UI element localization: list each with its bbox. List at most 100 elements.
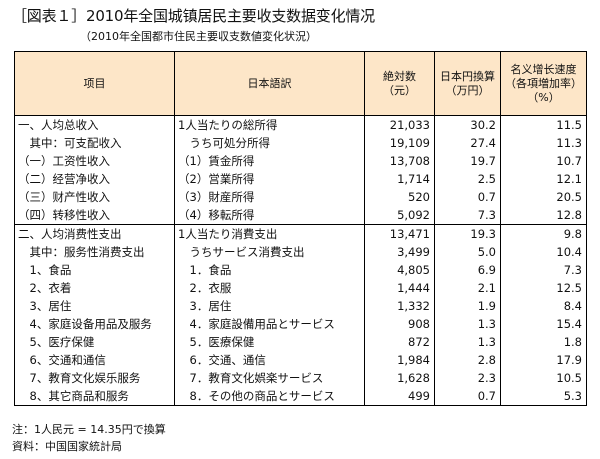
cell-item: 一、人均总收入 (14, 115, 175, 134)
header-item: 项目 (14, 51, 175, 116)
cell-item: 6、交通和通信 (14, 351, 175, 369)
income-expenditure-table: 项目 日本語訳 絶対数 （元） 日本円換算 （万円） 名义增长速度 （各項増加率… (14, 51, 587, 406)
table-row: （三）财产性收入 （3）財産所得 520 0.7 20.5 (14, 188, 587, 206)
cell-item: 二、人均消费性支出 (14, 224, 175, 243)
cell-jpy: 6.9 (434, 261, 501, 279)
cell-japanese: 6．交通、通信 (174, 351, 365, 369)
cell-japanese: （3）財産所得 (174, 188, 365, 206)
cell-japanese: 1人当たり消費支出 (174, 224, 365, 243)
header-absolute: 絶対数 （元） (364, 51, 435, 116)
table-row: （四）转移性收入 （4）移転所得 5,092 7.3 12.8 (14, 206, 587, 225)
page-title: ［図表１］2010年全国城镇居民主要收支数据变化情况 (12, 7, 375, 25)
cell-jpy: 7.3 (434, 206, 501, 225)
table-row: 1、食品 1．食品 4,805 6.9 7.3 (14, 261, 587, 279)
cell-jpy: 1.3 (434, 333, 501, 351)
table-row: （二）经营净收入 （2）営業所得 1,714 2.5 12.1 (14, 170, 587, 188)
cell-japanese: 5．医療保健 (174, 333, 365, 351)
cell-growth: 17.9 (500, 351, 587, 369)
cell-item: 5、医疗保健 (14, 333, 175, 351)
cell-japanese: 8．その他の商品とサービス (174, 387, 365, 406)
table-row: （一）工资性收入 （1）賃金所得 13,708 19.7 10.7 (14, 152, 587, 170)
header-japanese: 日本語訳 (174, 51, 365, 116)
cell-growth: 9.8 (500, 224, 587, 243)
cell-absolute: 19,109 (364, 134, 435, 152)
cell-japanese: 7．教育文化娯楽サービス (174, 369, 365, 387)
cell-japanese: （1）賃金所得 (174, 152, 365, 170)
cell-item: （一）工资性收入 (14, 152, 175, 170)
cell-absolute: 1,984 (364, 351, 435, 369)
cell-growth: 10.4 (500, 243, 587, 261)
cell-jpy: 19.3 (434, 224, 501, 243)
cell-item: （二）经营净收入 (14, 170, 175, 188)
cell-jpy: 19.7 (434, 152, 501, 170)
cell-item: 2、衣着 (14, 279, 175, 297)
cell-growth: 7.3 (500, 261, 587, 279)
cell-japanese: （2）営業所得 (174, 170, 365, 188)
header-jpy: 日本円換算 （万円） (434, 51, 501, 116)
cell-japanese: 1．食品 (174, 261, 365, 279)
page-subtitle: （2010年全国都市住民主要収支数値変化状況） (80, 30, 317, 43)
table-row: 5、医疗保健 5．医療保健 872 1.3 1.8 (14, 333, 587, 351)
cell-item: 7、教育文化娱乐服务 (14, 369, 175, 387)
cell-growth: 11.3 (500, 134, 587, 152)
cell-jpy: 2.3 (434, 369, 501, 387)
cell-growth: 15.4 (500, 315, 587, 333)
cell-japanese: 1人当たりの総所得 (174, 115, 365, 134)
header-growth: 名义增长速度 （各項増加率） （%） (500, 51, 587, 116)
cell-jpy: 27.4 (434, 134, 501, 152)
cell-jpy: 1.9 (434, 297, 501, 315)
table-row: 3、居住 3．居住 1,332 1.9 8.4 (14, 297, 587, 315)
cell-growth: 12.8 (500, 206, 587, 225)
cell-item: 8、其它商品和服务 (14, 387, 175, 406)
cell-jpy: 30.2 (434, 115, 501, 134)
cell-growth: 10.5 (500, 369, 587, 387)
table-row: 4、家庭设备用品及服务 4．家庭設備用品とサービス 908 1.3 15.4 (14, 315, 587, 333)
cell-growth: 1.8 (500, 333, 587, 351)
cell-japanese: うち可処分所得 (174, 134, 365, 152)
cell-japanese: 4．家庭設備用品とサービス (174, 315, 365, 333)
table-row: 6、交通和通信 6．交通、通信 1,984 2.8 17.9 (14, 351, 587, 369)
cell-absolute: 872 (364, 333, 435, 351)
cell-absolute: 13,708 (364, 152, 435, 170)
cell-absolute: 3,499 (364, 243, 435, 261)
cell-japanese: 2．衣服 (174, 279, 365, 297)
table-row: 一、人均总收入 1人当たりの総所得 21,033 30.2 11.5 (14, 115, 587, 134)
cell-jpy: 1.3 (434, 315, 501, 333)
cell-absolute: 1,628 (364, 369, 435, 387)
cell-absolute: 4,805 (364, 261, 435, 279)
cell-absolute: 908 (364, 315, 435, 333)
cell-jpy: 0.7 (434, 188, 501, 206)
cell-growth: 8.4 (500, 297, 587, 315)
cell-absolute: 1,332 (364, 297, 435, 315)
cell-item: 4、家庭设备用品及服务 (14, 315, 175, 333)
cell-absolute: 21,033 (364, 115, 435, 134)
cell-absolute: 1,714 (364, 170, 435, 188)
cell-absolute: 499 (364, 387, 435, 406)
cell-growth: 5.3 (500, 387, 587, 406)
cell-item: （四）转移性收入 (14, 206, 175, 225)
cell-jpy: 2.8 (434, 351, 501, 369)
cell-jpy: 5.0 (434, 243, 501, 261)
cell-japanese: 3．居住 (174, 297, 365, 315)
cell-growth: 10.7 (500, 152, 587, 170)
cell-item: 3、居住 (14, 297, 175, 315)
cell-japanese: （4）移転所得 (174, 206, 365, 225)
cell-item: 其中：可支配收入 (14, 134, 175, 152)
table-header-row: 项目 日本語訳 絶対数 （元） 日本円換算 （万円） 名义增长速度 （各項増加率… (14, 51, 587, 116)
table-row: 7、教育文化娱乐服务 7．教育文化娯楽サービス 1,628 2.3 10.5 (14, 369, 587, 387)
cell-item: 1、食品 (14, 261, 175, 279)
cell-growth: 11.5 (500, 115, 587, 134)
cell-absolute: 5,092 (364, 206, 435, 225)
cell-growth: 20.5 (500, 188, 587, 206)
cell-growth: 12.1 (500, 170, 587, 188)
cell-absolute: 13,471 (364, 224, 435, 243)
cell-growth: 12.5 (500, 279, 587, 297)
table-row: 其中：可支配收入 うち可処分所得 19,109 27.4 11.3 (14, 134, 587, 152)
cell-absolute: 1,444 (364, 279, 435, 297)
cell-jpy: 2.5 (434, 170, 501, 188)
table-row: 其中：服务性消费支出 うちサービス消費支出 3,499 5.0 10.4 (14, 243, 587, 261)
cell-jpy: 0.7 (434, 387, 501, 406)
cell-item: （三）财产性收入 (14, 188, 175, 206)
table-row: 二、人均消费性支出 1人当たり消費支出 13,471 19.3 9.8 (14, 224, 587, 243)
cell-item: 其中：服务性消费支出 (14, 243, 175, 261)
